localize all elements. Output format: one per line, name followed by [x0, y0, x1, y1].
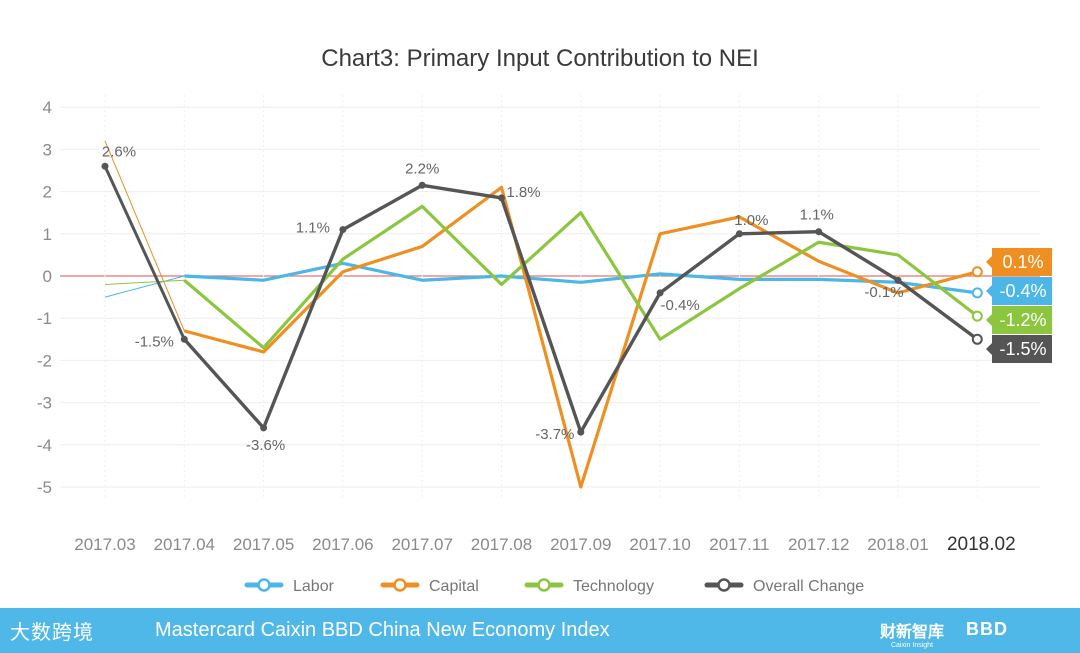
- data-point: [101, 162, 109, 170]
- legend-item-overall-change: Overall Change: [704, 578, 864, 595]
- end-badge-overall-change: -1.5%: [986, 335, 1052, 363]
- series-line: [184, 261, 978, 295]
- y-tick-label: -2: [37, 351, 52, 370]
- data-label: 1.1%: [800, 207, 834, 224]
- y-tick-label: 2: [43, 183, 52, 202]
- legend-label: Technology: [573, 578, 654, 595]
- legend-swatch-marker: [257, 578, 271, 592]
- series-line-segment: [104, 279, 185, 285]
- x-tick-label: 2017.11: [709, 535, 769, 554]
- end-value-badges: -0.4% 0.1% -1.2% -1.5%: [986, 248, 1052, 363]
- legend-swatch-marker: [393, 578, 407, 592]
- data-label: 1.1%: [296, 220, 330, 237]
- data-label: 2.2%: [405, 160, 439, 177]
- data-label: 1.8%: [506, 184, 540, 201]
- series-end-marker: [971, 333, 983, 345]
- badge-shape: [986, 248, 1052, 276]
- legend-label: Capital: [429, 578, 479, 595]
- y-tick-label: 1: [43, 225, 52, 244]
- caixin-insight-name: 财新智库: [880, 624, 945, 641]
- footer-logo: 大数跨境: [10, 622, 94, 644]
- series-overall-change: [101, 162, 983, 436]
- legend-label: Labor: [293, 578, 335, 595]
- x-tick-label: 2017.12: [788, 535, 849, 554]
- y-axis-ticks: 4 3 2 1 0 -1 -2 -3 -4 -5: [37, 98, 52, 497]
- x-tick-label: 2018.02: [947, 534, 1016, 555]
- x-tick-label: 2017.04: [154, 535, 215, 554]
- end-badge-capital: 0.1%: [986, 248, 1052, 276]
- legend-item-labor: Labor: [244, 578, 335, 595]
- footer-bar: 大数跨境 Mastercard Caixin BBD China New Eco…: [0, 608, 1080, 653]
- series-line-segment: [103, 165, 186, 340]
- caixin-insight-logo: 财新智库 Caixin Insight: [880, 618, 944, 649]
- x-tick-label: 2017.06: [312, 535, 373, 554]
- data-label: -0.4%: [661, 297, 700, 314]
- x-tick-label: 2017.07: [391, 535, 452, 554]
- data-point: [656, 289, 664, 297]
- y-tick-label: -3: [37, 394, 52, 413]
- badge-shape: [986, 335, 1052, 363]
- data-point: [418, 181, 426, 189]
- data-label: -3.7%: [535, 426, 574, 443]
- series-line-segment: [104, 140, 185, 332]
- data-labels: 2.6% -1.5% -3.6% 1.1% 2.2% 1.8% -3.7% -0.4% 1.0%…: [102, 143, 904, 454]
- y-tick-label: -4: [37, 436, 52, 455]
- y-tick-label: 3: [43, 140, 52, 159]
- legend-item-technology: Technology: [524, 578, 654, 595]
- legend-swatch-marker: [537, 578, 551, 592]
- series-labor: [104, 261, 983, 299]
- x-tick-label: 2017.10: [629, 535, 690, 554]
- data-label: -1.5%: [135, 333, 174, 350]
- data-point: [339, 226, 347, 234]
- legend-swatch-marker: [717, 578, 731, 592]
- x-tick-label: 2017.09: [550, 535, 611, 554]
- chart-title: Chart3: Primary Input Contribution to NE…: [321, 45, 759, 72]
- caixin-insight-sub: Caixin Insight: [890, 642, 934, 649]
- footer-title: Mastercard Caixin BBD China New Economy …: [155, 619, 610, 641]
- end-badge-technology: -1.2%: [986, 306, 1052, 334]
- grid: [60, 95, 1040, 500]
- series-lines: [101, 140, 983, 489]
- x-tick-label: 2018.01: [867, 535, 928, 554]
- badge-label: -1.2%: [999, 310, 1046, 330]
- legend-label: Overall Change: [753, 578, 864, 595]
- badge-shape: [986, 306, 1052, 334]
- data-label: 2.6%: [102, 143, 136, 160]
- data-point: [815, 228, 823, 236]
- series-end-marker: [971, 266, 983, 278]
- bbd-logo: BBD: [966, 619, 1008, 639]
- y-tick-label: 0: [43, 267, 52, 286]
- badge-label: 0.1%: [1002, 252, 1043, 272]
- data-point: [577, 428, 585, 436]
- chart-canvas: Chart3: Primary Input Contribution to NE…: [37, 45, 1052, 595]
- end-badge-labor: -0.4%: [986, 277, 1052, 305]
- data-label: -0.1%: [864, 284, 903, 301]
- y-tick-label: 4: [43, 98, 52, 117]
- data-point: [180, 335, 188, 343]
- data-label: -3.6%: [246, 437, 285, 454]
- x-tick-label: 2017.08: [471, 535, 532, 554]
- x-axis-ticks: 2017.03 2017.04 2017.05 2017.06 2017.07 2017.…: [74, 534, 1015, 555]
- y-tick-label: -5: [37, 478, 52, 497]
- data-point: [260, 424, 268, 432]
- data-point: [498, 194, 505, 202]
- series-end-marker: [971, 287, 983, 299]
- y-tick-label: -1: [37, 309, 52, 328]
- legend: Labor Capital Technology Overall Change: [244, 578, 864, 595]
- series-end-marker: [971, 310, 983, 322]
- legend-item-capital: Capital: [380, 578, 479, 595]
- data-point: [894, 276, 902, 284]
- badge-shape: [986, 277, 1052, 305]
- badge-label: -0.4%: [999, 281, 1046, 301]
- data-point: [735, 230, 743, 238]
- badge-label: -1.5%: [999, 339, 1046, 359]
- series-line-segment: [104, 275, 185, 298]
- x-tick-label: 2017.05: [233, 535, 294, 554]
- x-tick-label: 2017.03: [74, 535, 135, 554]
- data-label: 1.0%: [734, 212, 768, 229]
